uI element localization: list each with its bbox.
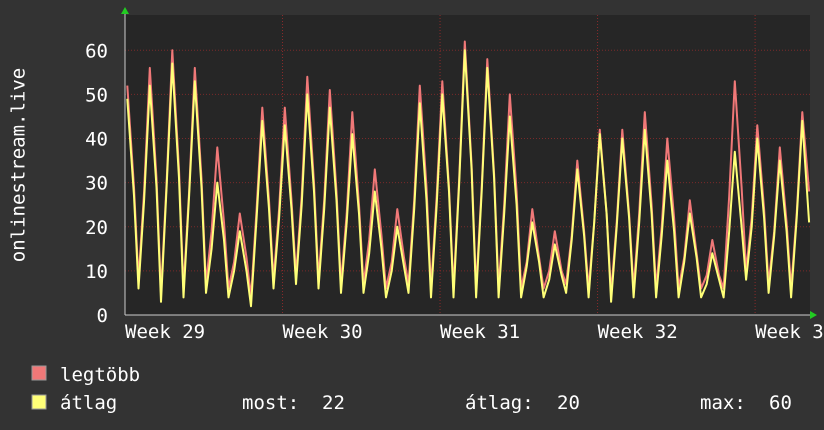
stat-label: most: <box>242 392 299 414</box>
x-tick-label: Week 29 <box>125 321 205 343</box>
legend-swatch <box>31 365 47 381</box>
x-tick-label: Week 30 <box>283 321 363 343</box>
y-tick-label: 30 <box>85 173 108 195</box>
stat-value: 22 <box>322 392 345 414</box>
y-tick-label: 40 <box>85 129 108 151</box>
y-axis-label: onlinestream.live <box>8 68 30 262</box>
y-tick-label: 0 <box>97 305 108 327</box>
stat-value: 60 <box>769 392 792 414</box>
y-tick-label: 60 <box>85 40 108 62</box>
x-tick-label: Week 31 <box>440 321 520 343</box>
series-line <box>126 49 811 308</box>
stat-value: 20 <box>557 392 580 414</box>
plot-area <box>125 15 810 315</box>
x-arrow <box>810 311 817 319</box>
stat-label: max: <box>700 392 746 414</box>
x-tick-label: Week 32 <box>598 321 678 343</box>
legend-label: legtöbb <box>60 364 140 386</box>
legend-swatch <box>31 394 47 410</box>
y-tick-label: 10 <box>85 261 108 283</box>
stat-label: átlag: <box>465 392 534 414</box>
y-tick-label: 20 <box>85 217 108 239</box>
legend-label: átlag <box>60 392 117 414</box>
y-tick-label: 50 <box>85 84 108 106</box>
x-tick-label: Week 33 <box>755 321 824 343</box>
y-arrow <box>121 7 129 14</box>
